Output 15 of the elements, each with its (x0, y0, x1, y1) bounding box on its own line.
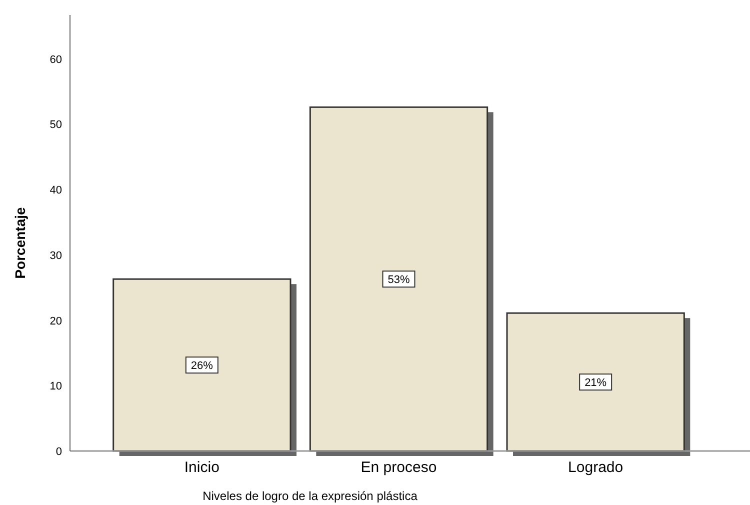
y-tick-label: 20 (50, 315, 62, 328)
y-tick-label: 10 (50, 380, 62, 393)
y-tick-label: 60 (50, 54, 62, 66)
y-tick-label: 50 (50, 119, 62, 132)
y-tick-label: 30 (50, 250, 62, 262)
x-tick-label: Inicio (184, 459, 220, 476)
y-axis-title: Porcentaje (12, 206, 28, 279)
data-label: 21% (584, 377, 607, 390)
y-tick-label: 0 (56, 446, 62, 458)
y-tick-label: 40 (50, 184, 62, 197)
data-label: 26% (190, 360, 214, 372)
x-tick-label: En proceso (360, 459, 437, 476)
x-axis-title: Niveles de logro de la expresión plástica (202, 489, 418, 503)
data-label: 53% (388, 274, 410, 286)
x-tick-label: Logrado (568, 459, 624, 476)
